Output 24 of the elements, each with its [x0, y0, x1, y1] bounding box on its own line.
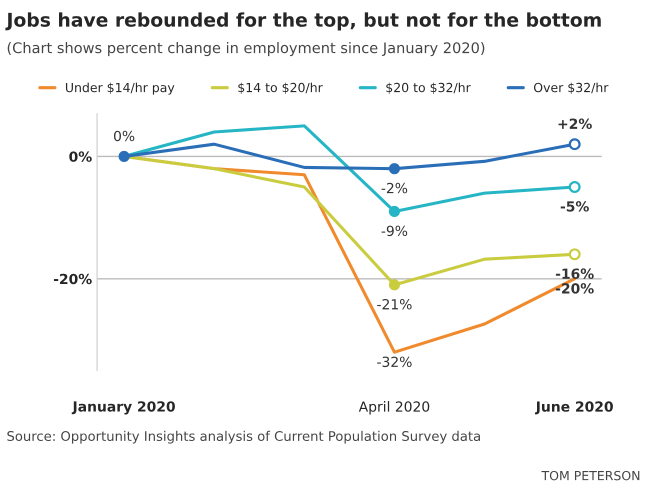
x-tick-label: January 2020 — [72, 401, 175, 414]
point — [388, 206, 400, 218]
chart-title: Jobs have rebounded for the top, but not for the bottom — [5, 12, 601, 30]
text: TOM PETERSON — [541, 470, 640, 480]
data-label: -2% — [382, 182, 408, 194]
legend-label: $20 to $32/hr — [386, 82, 471, 94]
point — [118, 150, 130, 162]
data-label: +2% — [558, 118, 592, 130]
data-label: -16% — [556, 268, 594, 279]
chart-subtitle: (Chart shows percent change in employment since January 2020) — [8, 42, 484, 56]
data-label: -20% — [556, 283, 594, 294]
data-label: -21% — [377, 299, 412, 310]
data-label: -32% — [377, 356, 412, 368]
legend-label: Under $14/hr pay — [66, 82, 174, 95]
source-note: Source: Opportunity Insights analysis of Current Population Survey data — [7, 430, 480, 444]
data-label: -9% — [382, 226, 408, 236]
x-tick-label: June 2020 — [534, 401, 613, 414]
legend-label: Over $32/hr — [534, 82, 608, 94]
data-label: 0% — [114, 130, 134, 142]
x-tick-label: April 2020 — [358, 401, 430, 414]
point — [388, 163, 400, 174]
point — [388, 279, 400, 290]
legend-label: $14 to $20/hr — [238, 82, 323, 94]
data-label: -5% — [560, 201, 589, 212]
